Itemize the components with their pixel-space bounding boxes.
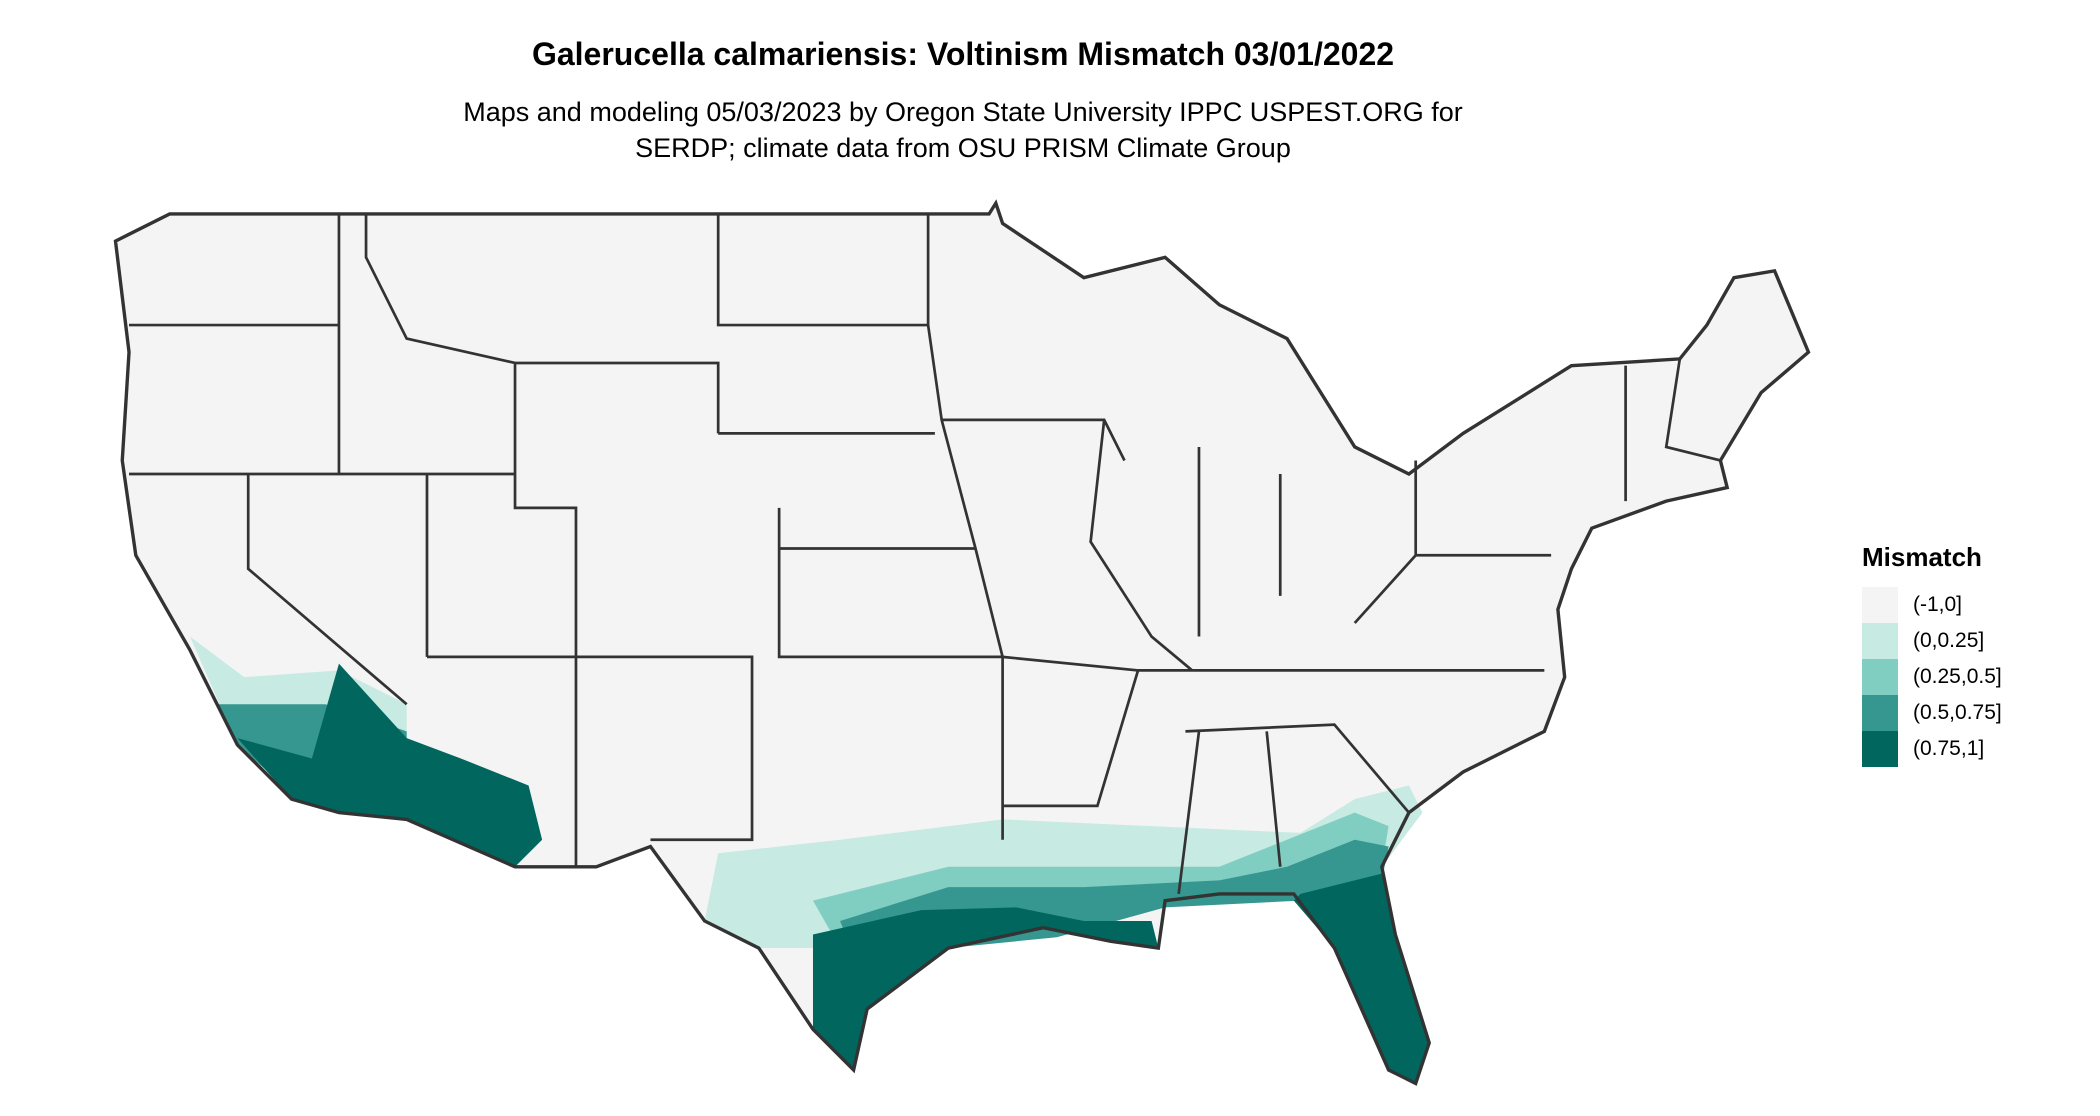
legend-item: (-1,0]: [1862, 587, 2002, 623]
subtitle-line-2: SERDP; climate data from OSU PRISM Clima…: [635, 133, 1291, 163]
legend-label: (0,0.25]: [1913, 629, 1985, 652]
legend-swatch: [1862, 623, 1898, 659]
state-borders: [129, 213, 1721, 895]
legend-item: (0,0.25]: [1862, 623, 2002, 659]
map-title: Galerucella calmariensis: Voltinism Mism…: [531, 36, 1395, 72]
us-outline: [113, 199, 1811, 1086]
subtitle-line-1: Maps and modeling 05/03/2023 by Oregon S…: [463, 97, 1463, 127]
legend-label: (0.75,1]: [1913, 737, 1985, 760]
legend-label: (-1,0]: [1913, 593, 1963, 616]
legend-title: Mismatch: [1862, 542, 1982, 572]
legend-item: (0.25,0.5]: [1862, 659, 2002, 695]
legend-item: (0.5,0.75]: [1862, 695, 2002, 731]
legend-label: (0.5,0.75]: [1913, 701, 2002, 724]
legend-item: (0.75,1]: [1862, 731, 2002, 767]
legend-swatch: [1862, 659, 1898, 695]
mismatch-high: [237, 663, 1430, 1084]
legend-label: (0.25,0.5]: [1913, 665, 2002, 688]
map-subtitle: Maps and modeling 05/03/2023 by Oregon S…: [0, 94, 1926, 166]
legend-swatch: [1862, 731, 1898, 767]
us-land: [115, 203, 1809, 1084]
legend: Mismatch (-1,0] (0,0.25] (0.25,0.5] (0.5,0.…: [1862, 542, 2002, 767]
legend-swatch: [1862, 587, 1898, 623]
legend-swatch: [1862, 695, 1898, 731]
